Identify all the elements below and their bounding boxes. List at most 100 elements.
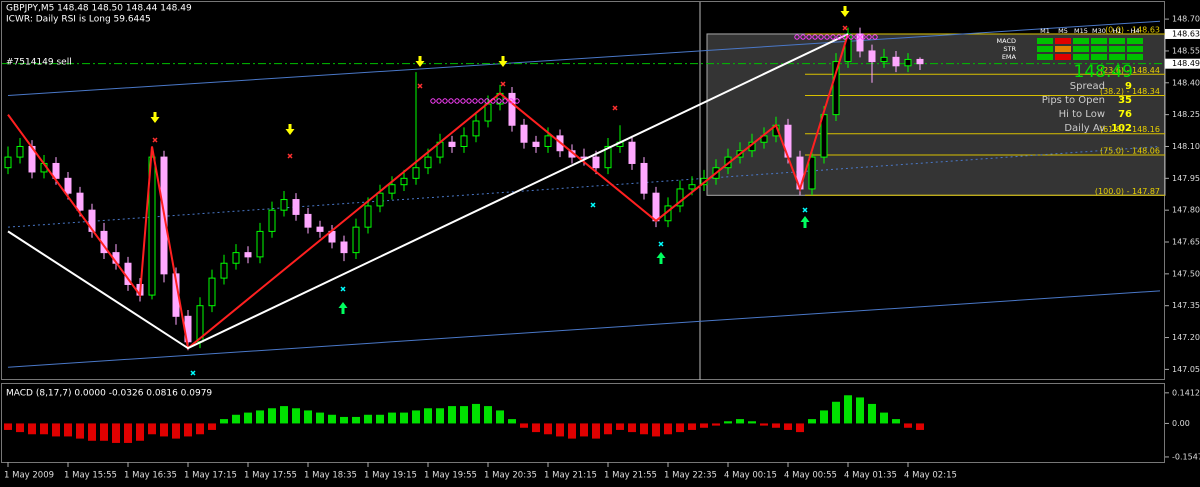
signal-dot — [478, 98, 484, 104]
candle-body — [688, 184, 696, 190]
signal-dot — [812, 34, 818, 40]
macd-bar — [148, 423, 156, 435]
macd-bar — [808, 419, 816, 424]
macd-bar — [124, 423, 132, 443]
candle-body — [448, 141, 456, 147]
candle-body — [424, 156, 432, 169]
macd-bar — [652, 423, 660, 437]
macd-bar — [376, 414, 384, 424]
signal-cell — [1127, 54, 1143, 60]
fib-label: (23.6) - 148.44 — [1100, 66, 1160, 75]
macd-bar — [28, 423, 36, 435]
signal-dot — [466, 98, 472, 104]
signal-dot — [806, 34, 812, 40]
macd-bar — [868, 403, 876, 424]
x-tick-label: 1 May 16:35 — [124, 471, 177, 481]
signal-cell — [1109, 54, 1125, 60]
y-tick-label: 147.50 — [1172, 269, 1200, 278]
signal-dot — [490, 98, 496, 104]
signal-dot — [824, 34, 830, 40]
signal-cell — [1037, 38, 1053, 44]
channel-line — [7, 290, 1161, 368]
signal-dot — [472, 98, 478, 104]
marks — [2, 6, 1166, 443]
macd-bar — [436, 408, 444, 424]
signal-dot — [502, 98, 508, 104]
candle-body — [4, 156, 12, 169]
x-tick-label: 1 May 2009 — [4, 471, 54, 481]
signal-arrow-down — [498, 56, 508, 67]
candle-body — [484, 103, 492, 122]
macd-bar — [424, 408, 432, 424]
macd-bar — [784, 423, 792, 430]
candle-body — [880, 56, 888, 63]
signal-column: H1 — [1112, 27, 1121, 35]
macd-bar — [604, 423, 612, 435]
x-tick-label: 4 May 01:35 — [844, 471, 897, 481]
current-price-label: 148.49 — [1172, 59, 1200, 68]
signal-cross — [658, 241, 664, 247]
macd-bar — [700, 423, 708, 428]
candle-body — [592, 156, 600, 169]
y-tick-label: 147.95 — [1172, 174, 1200, 183]
candle-body — [388, 184, 396, 194]
signal-dot — [442, 98, 448, 104]
macd-bar — [208, 423, 216, 430]
signal-dot — [484, 98, 490, 104]
signal-dot — [430, 98, 436, 104]
x-tick-label: 1 May 22:35 — [664, 471, 717, 481]
zigzag-line — [7, 33, 849, 350]
macd-bar — [256, 410, 264, 424]
candle-body — [640, 162, 648, 194]
macd-bar — [532, 423, 540, 433]
candle-body — [904, 58, 912, 67]
candle-body — [16, 145, 24, 158]
price-box — [1165, 58, 1200, 69]
big-price: 148.49 — [1074, 62, 1133, 82]
macd-bar — [472, 403, 480, 424]
signal-cross — [802, 207, 808, 213]
macd-panel-border — [1, 383, 1165, 463]
macd-bar — [4, 423, 12, 430]
signal-cross — [287, 153, 293, 159]
signal-column: H4 — [1130, 27, 1139, 35]
signal-dot — [436, 98, 442, 104]
candle-body — [544, 135, 552, 147]
high-price-label: 148.63 — [1172, 29, 1200, 38]
signal-column: M1 — [1040, 27, 1050, 35]
macd-bar — [244, 412, 252, 424]
macd-bar — [640, 423, 648, 435]
macd-bar — [556, 423, 564, 437]
x-tick-label: 1 May 21:55 — [604, 471, 657, 481]
signal-dot — [818, 34, 824, 40]
macd-bar — [160, 423, 168, 437]
signal-dot — [514, 98, 520, 104]
macd-bar — [400, 412, 408, 424]
candle-body — [316, 226, 324, 232]
price-box — [1165, 28, 1200, 39]
candle-body — [604, 145, 612, 169]
info-value: 35 — [1118, 95, 1132, 106]
signal-dot — [830, 34, 836, 40]
macd-bar — [88, 423, 96, 441]
candle-body — [76, 192, 84, 211]
signal-cell — [1091, 54, 1107, 60]
signal-cell — [1127, 46, 1143, 52]
candle-body — [52, 162, 60, 179]
signal-row: STR — [1003, 45, 1016, 53]
y-tick-label: 147.80 — [1172, 206, 1200, 215]
macd-bar — [904, 423, 912, 428]
x-tick-label: 1 May 21:15 — [544, 471, 597, 481]
macd-bar — [184, 423, 192, 437]
macd-bar — [484, 406, 492, 424]
macd-bar — [520, 423, 528, 428]
candle-body — [808, 156, 816, 190]
signal-cell — [1109, 38, 1125, 44]
macd-bar — [892, 419, 900, 424]
candle-body — [268, 209, 276, 232]
signal-dot — [454, 98, 460, 104]
candle-body — [292, 199, 300, 215]
candle-body — [256, 230, 264, 258]
y-tick-label: 0.1412 — [1172, 388, 1200, 397]
